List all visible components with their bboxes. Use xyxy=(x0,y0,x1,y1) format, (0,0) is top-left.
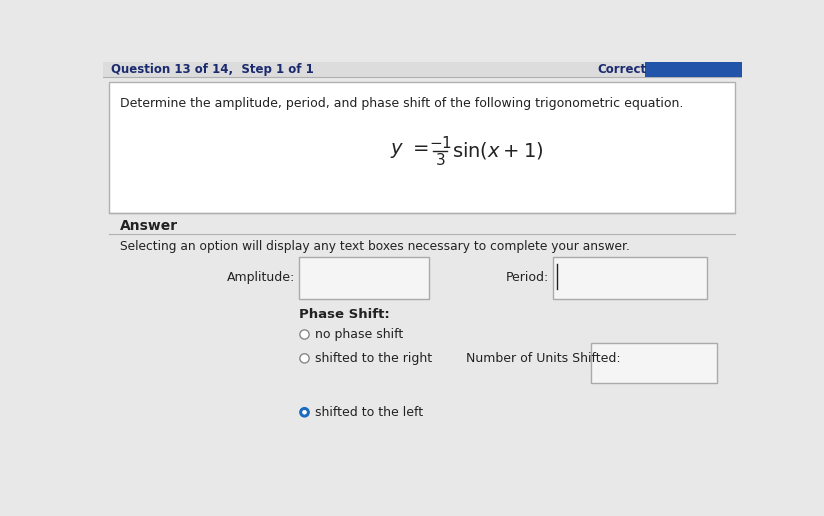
Text: Amplitude:: Amplitude: xyxy=(227,271,295,284)
Circle shape xyxy=(300,354,309,363)
Text: Selecting an option will display any text boxes necessary to complete your answe: Selecting an option will display any tex… xyxy=(120,240,630,253)
Circle shape xyxy=(300,408,309,417)
FancyBboxPatch shape xyxy=(110,82,735,213)
Text: Correct: Correct xyxy=(597,63,647,76)
Text: Number of Units Shifted:: Number of Units Shifted: xyxy=(466,352,620,365)
FancyBboxPatch shape xyxy=(103,62,742,77)
FancyBboxPatch shape xyxy=(110,213,735,453)
FancyBboxPatch shape xyxy=(645,62,742,77)
Text: shifted to the left: shifted to the left xyxy=(316,406,424,419)
Text: $\mathrm{sin}(x+1)$: $\mathrm{sin}(x+1)$ xyxy=(452,140,543,161)
Text: Determine the amplitude, period, and phase shift of the following trigonometric : Determine the amplitude, period, and pha… xyxy=(120,98,683,110)
FancyBboxPatch shape xyxy=(553,257,708,299)
Text: no phase shift: no phase shift xyxy=(316,328,404,341)
FancyBboxPatch shape xyxy=(299,257,429,299)
Text: $3$: $3$ xyxy=(435,152,446,168)
Circle shape xyxy=(302,410,307,414)
Circle shape xyxy=(300,330,309,339)
FancyBboxPatch shape xyxy=(592,343,717,383)
Text: Phase Shift:: Phase Shift: xyxy=(299,308,390,321)
Text: Period:: Period: xyxy=(505,271,549,284)
Text: Question 13 of 14,  Step 1 of 1: Question 13 of 14, Step 1 of 1 xyxy=(110,63,313,76)
Text: $y\ =$: $y\ =$ xyxy=(390,141,428,160)
Text: $-1$: $-1$ xyxy=(428,135,452,151)
Text: shifted to the right: shifted to the right xyxy=(316,352,433,365)
Text: Answer: Answer xyxy=(120,219,178,233)
